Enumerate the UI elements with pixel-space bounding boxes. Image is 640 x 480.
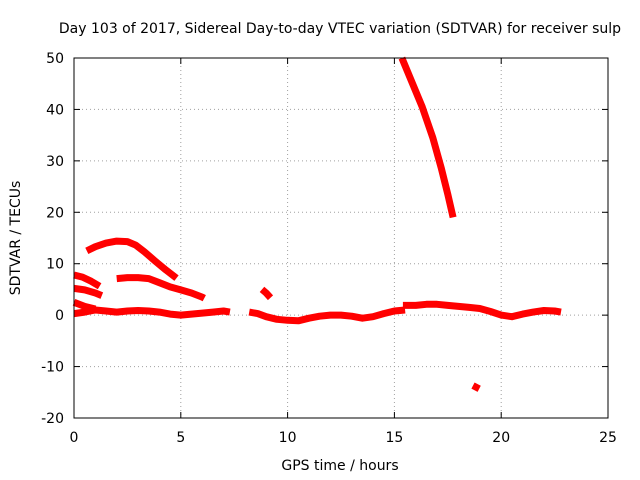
series-arc-5: [116, 274, 206, 302]
plot-frame: [73, 57, 609, 419]
x-tick-label: 20: [492, 430, 510, 446]
series-arc-10: [398, 56, 457, 219]
y-tick-label: 50: [46, 51, 64, 67]
y-tick-label: 10: [46, 257, 64, 273]
series-arc-9: [402, 300, 562, 321]
series-arc-8: [259, 286, 274, 301]
y-tick-label: 20: [46, 205, 64, 221]
series-arc-7: [248, 306, 406, 325]
y-tick-label: -20: [41, 411, 64, 427]
chart-title: Day 103 of 2017, Sidereal Day-to-day VTE…: [59, 21, 621, 37]
x-tick-label: 5: [176, 430, 185, 446]
y-tick-label: 0: [55, 308, 64, 324]
x-axis-label: GPS time / hours: [281, 458, 398, 474]
series-arc-11: [471, 382, 481, 392]
y-tick-label: -10: [41, 360, 64, 376]
series-arc-6: [73, 306, 231, 319]
y-tick-label: 40: [46, 102, 64, 118]
grid: [74, 58, 608, 418]
x-tick-label: 15: [385, 430, 403, 446]
y-tick-labels: -20 -10 0 10 20 30 40 50: [41, 51, 64, 427]
axis-ticks: [73, 57, 609, 419]
series-arc-3: [73, 284, 104, 299]
y-axis-label: SDTVAR / TECUs: [8, 181, 24, 296]
series-arc-2: [73, 271, 102, 290]
plot-area: [72, 56, 562, 392]
series-arc-1: [85, 237, 179, 281]
x-tick-labels: 0 5 10 15 20 25: [70, 430, 617, 446]
x-tick-label: 25: [599, 430, 617, 446]
y-tick-label: 30: [46, 154, 64, 170]
x-tick-label: 10: [279, 430, 297, 446]
x-tick-label: 0: [70, 430, 79, 446]
